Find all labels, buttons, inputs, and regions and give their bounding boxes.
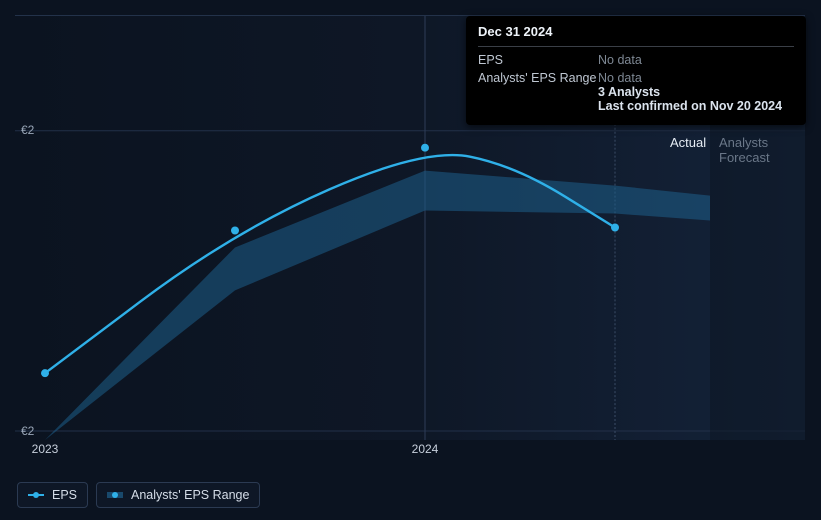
tooltip-row: EPS No data	[478, 51, 794, 69]
tooltip-date: Dec 31 2024	[478, 24, 794, 43]
y-tick-label: €2	[21, 123, 34, 137]
legend: EPS Analysts' EPS Range	[17, 482, 260, 508]
gridlines	[15, 131, 805, 431]
tooltip-divider	[478, 46, 794, 47]
tooltip-table: EPS No data Analysts' EPS Range No data …	[478, 51, 794, 115]
legend-label: Analysts' EPS Range	[131, 488, 249, 502]
tooltip-value: No data	[598, 51, 794, 69]
legend-label: EPS	[52, 488, 77, 502]
legend-item-eps[interactable]: EPS	[17, 482, 88, 508]
x-tick-label: 2023	[32, 442, 59, 456]
tooltip-key: Analysts' EPS Range	[478, 69, 598, 115]
y-tick-label: €2	[21, 424, 34, 438]
eps-chart: €2 €2 2023 2024 Actual Analysts Forecast D…	[0, 0, 821, 520]
tooltip-value: No data 3 Analysts Last confirmed on Nov…	[598, 69, 794, 115]
band-dot-icon	[107, 490, 123, 500]
data-tooltip: Dec 31 2024 EPS No data Analysts' EPS Ra…	[466, 16, 806, 125]
x-tick-label: 2024	[412, 442, 439, 456]
region-label-actual: Actual	[670, 135, 706, 150]
tooltip-row: Analysts' EPS Range No data 3 Analysts L…	[478, 69, 794, 115]
analyst-range-band	[45, 171, 710, 440]
tooltip-key: EPS	[478, 51, 598, 69]
region-label-forecast: Analysts Forecast	[719, 135, 821, 165]
line-dot-icon	[28, 490, 44, 500]
legend-item-range[interactable]: Analysts' EPS Range	[96, 482, 260, 508]
